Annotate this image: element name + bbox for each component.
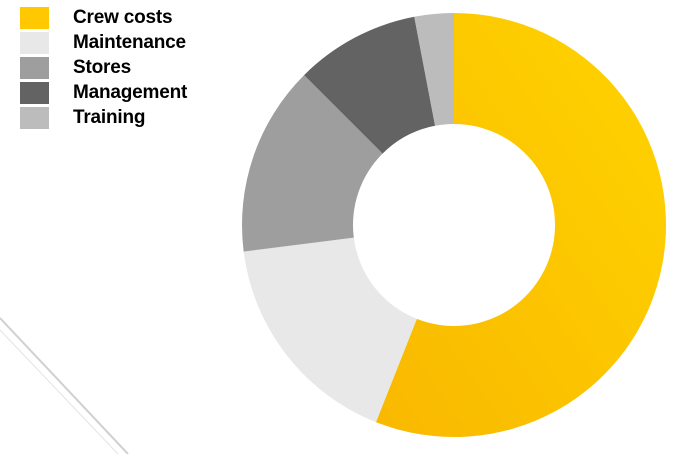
- slice-stores: [242, 75, 383, 252]
- legend-label: Maintenance: [73, 32, 186, 53]
- legend-swatch: [20, 57, 49, 79]
- slice-management: [304, 16, 436, 154]
- decorative-diagonal-line: [0, 317, 129, 454]
- legend-swatch: [20, 7, 49, 29]
- legend-label: Management: [73, 82, 188, 103]
- legend-label: Crew costs: [73, 7, 173, 28]
- legend-swatch: [20, 32, 49, 54]
- legend-swatch: [20, 82, 49, 104]
- legend-label: Training: [73, 107, 146, 128]
- legend-swatch: [20, 107, 49, 129]
- slice-training: [414, 13, 454, 126]
- slice-crew-costs: [375, 13, 666, 437]
- legend-item-management: Management: [20, 81, 187, 105]
- legend-item-training: Training: [20, 106, 187, 130]
- legend-item-crew-costs: Crew costs: [20, 6, 187, 30]
- legend-label: Stores: [73, 57, 131, 78]
- slice-maintenance: [243, 237, 417, 423]
- decorative-diagonal-line-2: [0, 329, 119, 454]
- legend: Crew costs Maintenance Stores Management Tra…: [20, 6, 187, 131]
- legend-item-stores: Stores: [20, 56, 187, 80]
- legend-item-maintenance: Maintenance: [20, 31, 187, 55]
- donut-chart: [242, 13, 666, 437]
